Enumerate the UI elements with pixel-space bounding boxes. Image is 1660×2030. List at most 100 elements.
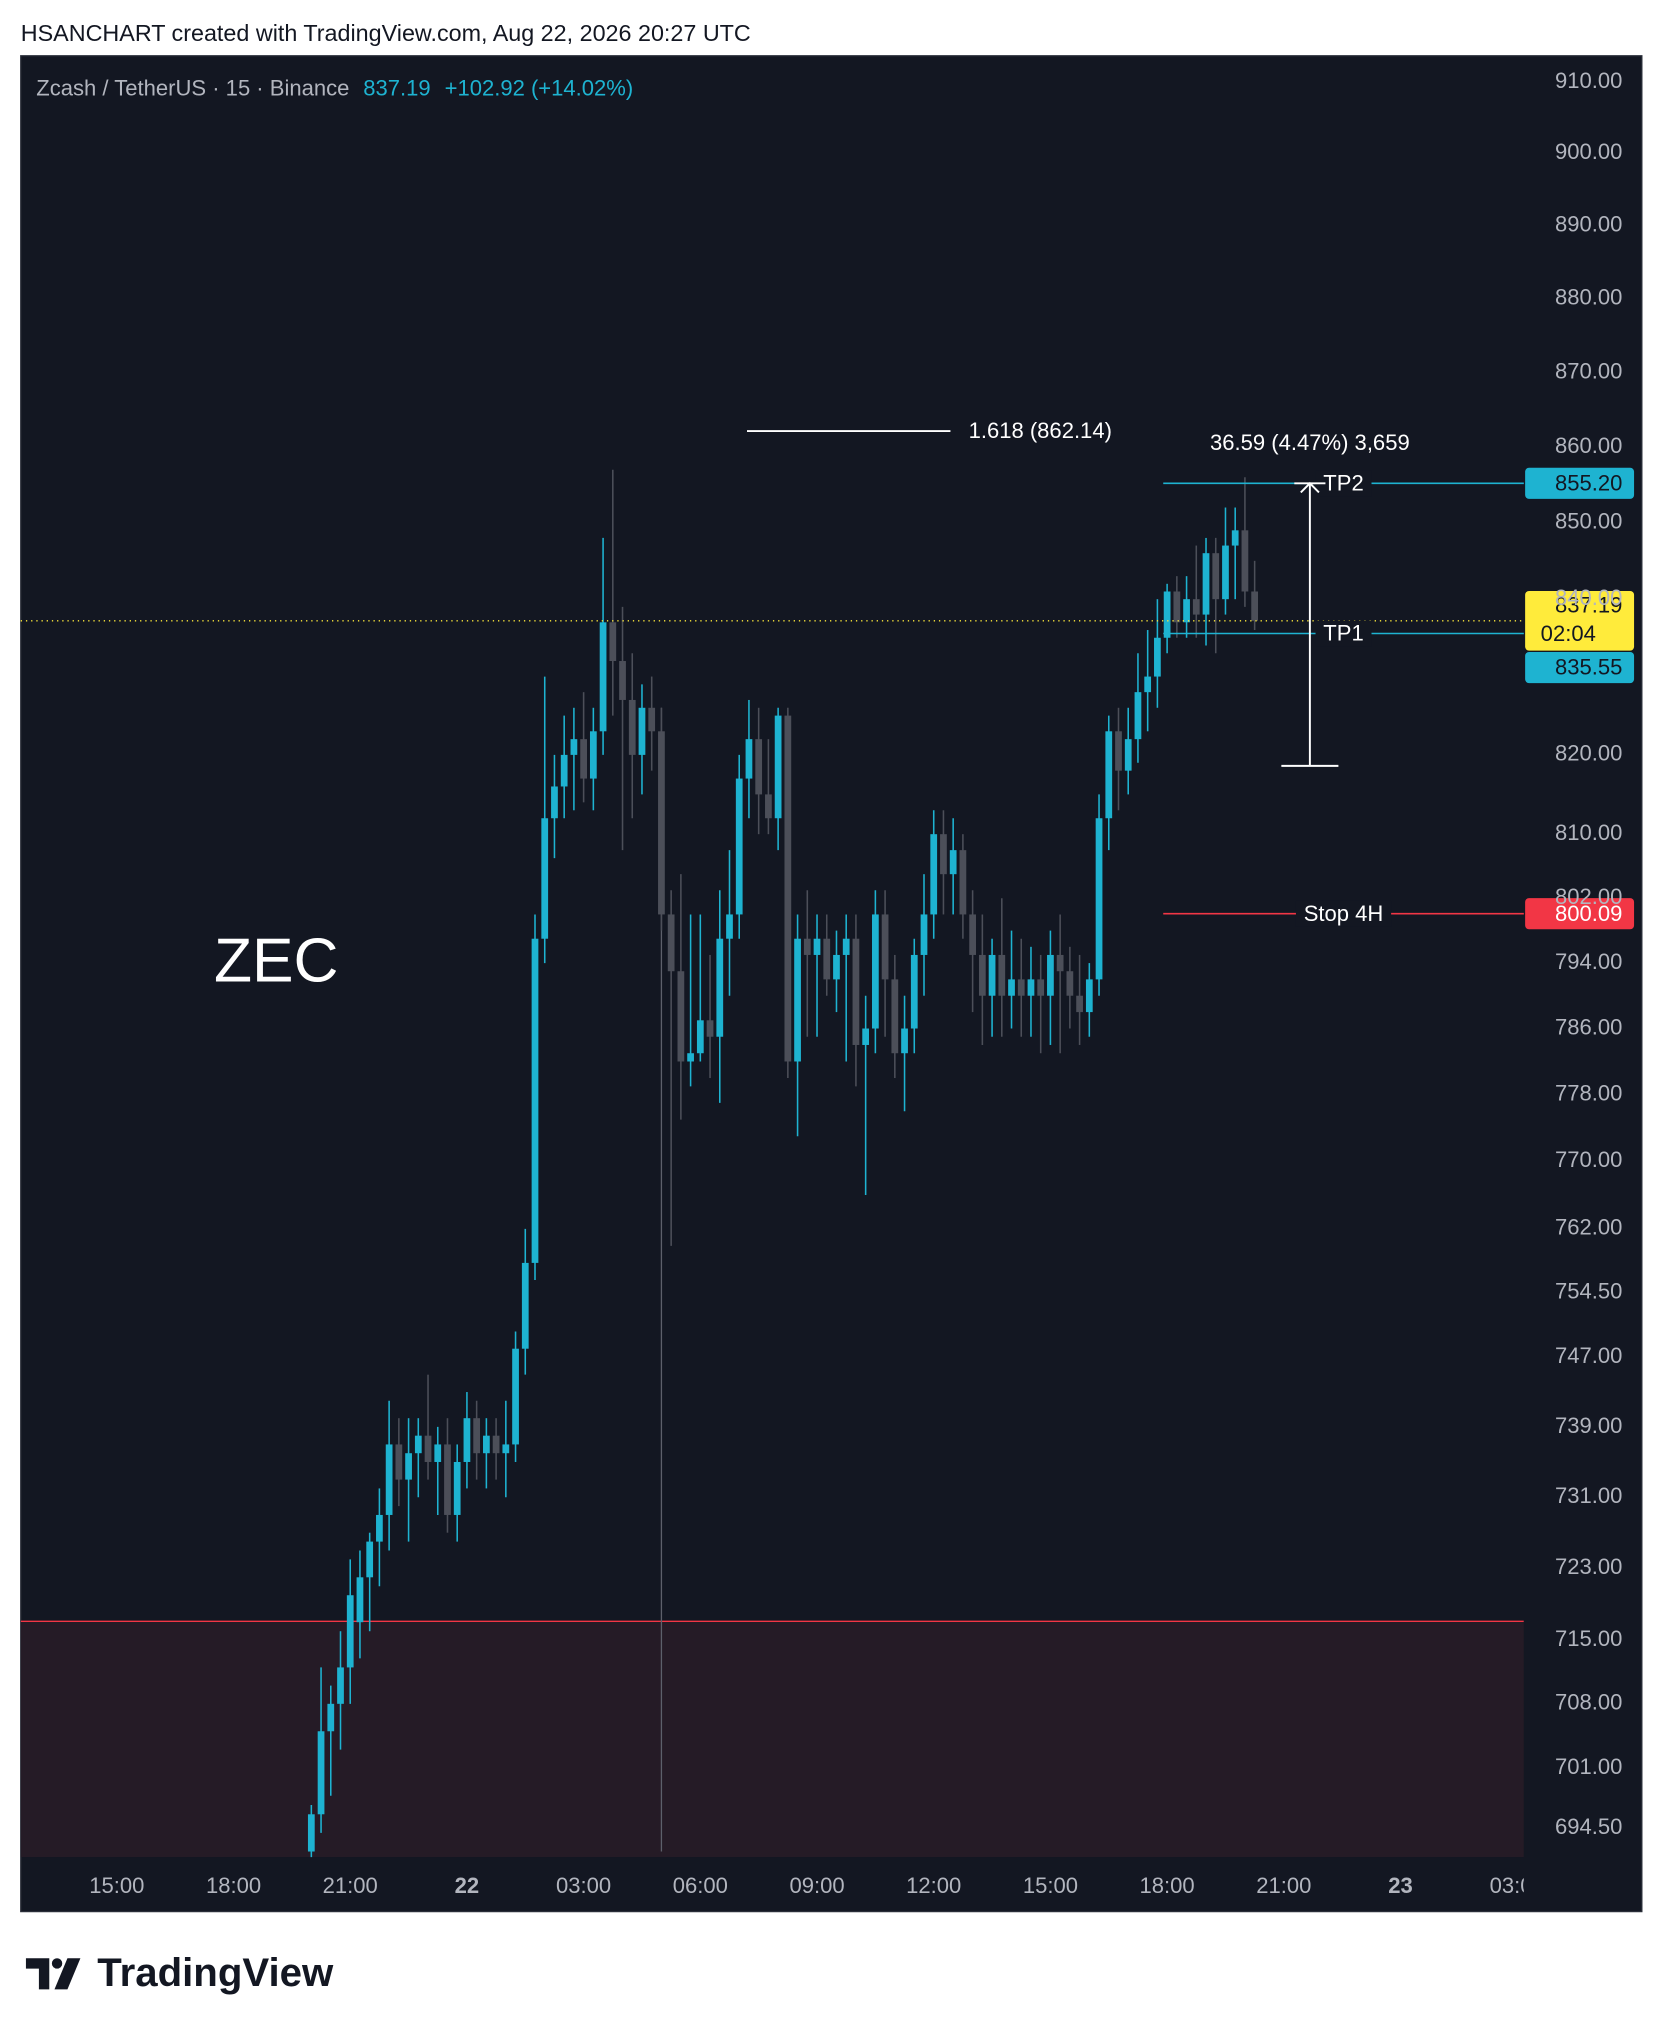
y-tick-label: 786.00 xyxy=(1555,1014,1622,1039)
candle-body xyxy=(910,954,918,1029)
y-tick-label: 739.00 xyxy=(1555,1413,1622,1438)
candle-body xyxy=(696,1020,704,1054)
candle-body xyxy=(852,938,860,1045)
symbol-label: ZEC xyxy=(214,926,339,995)
candle-body xyxy=(473,1418,481,1454)
price-line-label: TP1 xyxy=(1323,621,1363,646)
y-tick-label: 694.50 xyxy=(1555,1814,1622,1839)
y-tick-label: 731.00 xyxy=(1555,1483,1622,1508)
candle-body xyxy=(405,1453,412,1480)
candle-body xyxy=(1222,545,1229,600)
candle-body xyxy=(1124,739,1132,771)
x-tick-label: 18:00 xyxy=(206,1873,261,1898)
candle-body xyxy=(1183,599,1190,623)
current-price-tag xyxy=(1525,591,1635,651)
candle-body xyxy=(949,850,957,875)
x-tick-label: 12:00 xyxy=(906,1873,961,1898)
candle-body xyxy=(1144,676,1152,693)
candle-body xyxy=(385,1444,393,1515)
candle-body xyxy=(842,938,850,955)
measure-label: 36.59 (4.47%) 3,659 xyxy=(1210,430,1410,455)
candle-body xyxy=(745,739,753,779)
plot-area xyxy=(20,469,1524,1858)
x-tick-label: 21:00 xyxy=(323,1873,378,1898)
candle-body xyxy=(346,1595,354,1668)
candle-body xyxy=(1095,818,1103,980)
x-tick-label: 15:00 xyxy=(1023,1873,1078,1898)
logo-mark xyxy=(54,1958,81,1990)
price-line-label: TP2 xyxy=(1323,470,1363,495)
candle-body xyxy=(794,938,801,1062)
candle-body xyxy=(901,1028,908,1054)
candle-body xyxy=(327,1703,335,1732)
candle-body xyxy=(687,1053,694,1062)
countdown: 02:04 xyxy=(1541,621,1596,646)
price-tag-label: 835.55 xyxy=(1555,655,1622,680)
price-tag xyxy=(1525,651,1635,684)
chart-background xyxy=(20,55,1643,1913)
candle-body xyxy=(1202,553,1210,615)
x-tick-label: 18:00 xyxy=(1140,1873,1195,1898)
candle-body xyxy=(502,1444,510,1454)
candle-body xyxy=(453,1461,461,1515)
symbol: Zcash / TetherUS · 15 · Binance xyxy=(36,75,349,100)
y-tick-label: 870.00 xyxy=(1555,358,1622,383)
candle-body xyxy=(395,1444,403,1480)
candle-body xyxy=(677,971,685,1062)
candle-body xyxy=(337,1667,344,1704)
y-tick-label: 715.00 xyxy=(1555,1626,1622,1651)
y-tick-label: 820.00 xyxy=(1555,741,1622,766)
candle-body xyxy=(706,1020,714,1037)
header: HSANCHART created with TradingView.com, … xyxy=(21,20,751,46)
candle-body xyxy=(988,954,996,996)
y-tick-label: 810.00 xyxy=(1555,820,1622,845)
y-tick-label: 708.00 xyxy=(1555,1690,1622,1715)
y-tick-label: 860.00 xyxy=(1555,433,1622,458)
y-tick-label: 723.00 xyxy=(1555,1554,1622,1579)
y-tick-label: 890.00 xyxy=(1555,211,1622,236)
y-tick-label: 762.00 xyxy=(1555,1215,1622,1240)
current-price-value: 837.19 xyxy=(1555,592,1622,617)
candle-body xyxy=(862,1028,870,1045)
candle-body xyxy=(628,699,636,755)
candle-body xyxy=(930,834,938,915)
candle-body xyxy=(648,707,656,732)
candle-body xyxy=(1134,692,1142,740)
fib-label: 1.618 (862.14) xyxy=(969,418,1112,443)
candle-body xyxy=(803,938,811,955)
logo-mark xyxy=(51,1958,63,1969)
price-tag xyxy=(1525,467,1635,499)
y-tick-label: 794.00 xyxy=(1555,949,1622,974)
legend: Zcash / TetherUS · 15 · Binance 837.19 +… xyxy=(36,75,633,100)
measure-arrow xyxy=(1294,481,1326,494)
candle-body xyxy=(920,914,928,955)
candle-body xyxy=(978,954,986,996)
candle-body xyxy=(1047,954,1054,996)
candle-body xyxy=(940,834,947,875)
x-tick-label: 21:00 xyxy=(1256,1873,1311,1898)
candle-body xyxy=(414,1435,422,1454)
x-tick-label: 03:00 xyxy=(1490,1873,1545,1898)
candle-body xyxy=(638,707,646,755)
candle-body xyxy=(356,1577,364,1623)
candle-body xyxy=(1056,954,1064,972)
candle-body xyxy=(1192,599,1200,615)
candle-body xyxy=(667,914,675,972)
price-line-label: Stop 4H xyxy=(1304,901,1384,926)
candle-body xyxy=(521,1262,529,1349)
x-tick-label: 23 xyxy=(1388,1873,1413,1898)
candle-body xyxy=(307,1814,315,1852)
candle-body xyxy=(1008,979,1015,996)
candle-body xyxy=(726,914,733,939)
x-tick-label: 09:00 xyxy=(789,1873,844,1898)
logo: TradingView xyxy=(25,1950,334,1995)
overlay: 1.618 (862.14) TP2 TP1 Stop 4H 36.59 (4.47%)… xyxy=(20,418,1635,930)
candle-body xyxy=(1231,530,1239,546)
candle-body xyxy=(823,938,831,980)
candle-body xyxy=(1017,979,1025,996)
zone xyxy=(20,1621,1524,1858)
candle-body xyxy=(765,794,772,819)
x-tick-label: 03:00 xyxy=(556,1873,611,1898)
candle-body xyxy=(317,1731,325,1815)
candle-body xyxy=(531,938,539,1263)
